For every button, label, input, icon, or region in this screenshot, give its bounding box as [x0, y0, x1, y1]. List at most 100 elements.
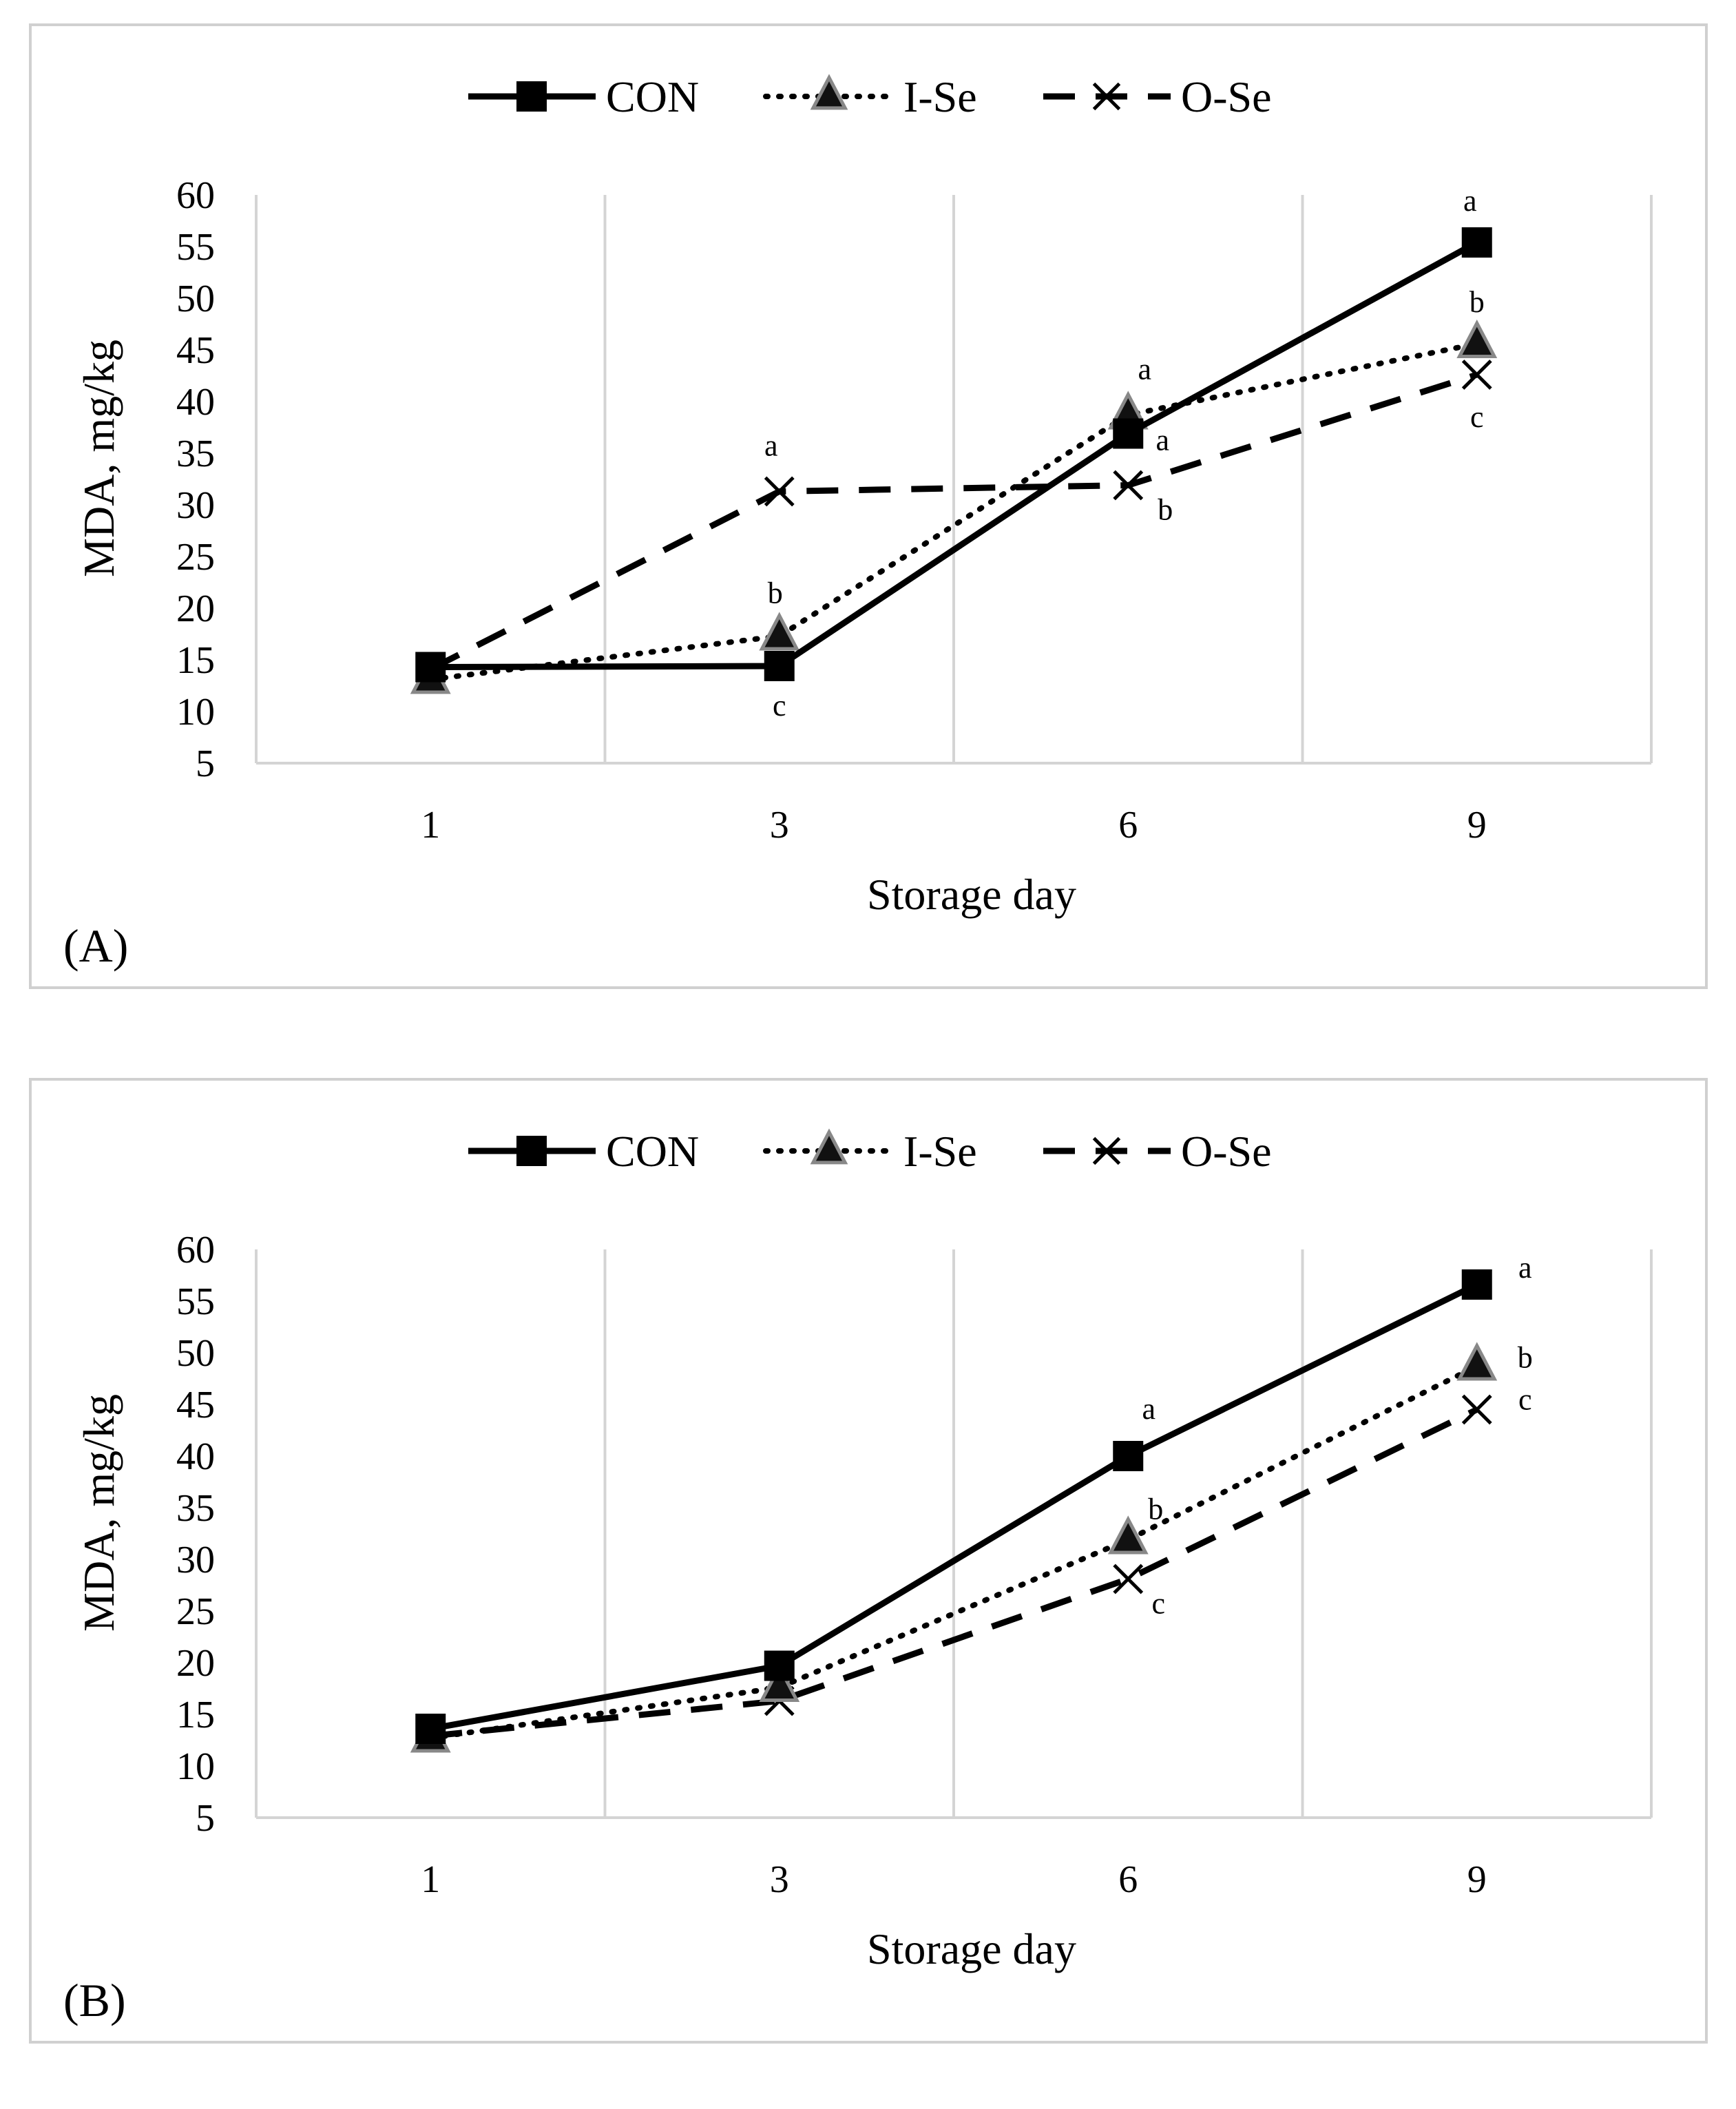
- legend-entry-i-se: I-Se: [763, 72, 977, 121]
- y-tick-label: 45: [176, 329, 215, 372]
- x-tick-label: 1: [421, 804, 440, 846]
- y-tick-label: 30: [176, 1539, 215, 1581]
- x-tick-label: 1: [421, 1858, 440, 1901]
- y-tick-label: 40: [176, 1435, 215, 1478]
- data-point-o-se: [1461, 1394, 1492, 1425]
- significance-letter: c: [1151, 1587, 1165, 1621]
- x-marker-stroke-2: [1461, 360, 1492, 390]
- data-point-con: [1461, 1269, 1492, 1300]
- x-tick-label: 3: [770, 804, 789, 846]
- data-point-con: [1461, 227, 1492, 258]
- data-point-i-se: [759, 612, 800, 651]
- x-icon: [1092, 82, 1121, 111]
- y-tick-label: 20: [176, 1642, 215, 1685]
- significance-letter: b: [768, 576, 783, 610]
- y-tick-label: 60: [176, 174, 215, 217]
- y-tick-label: 5: [196, 742, 215, 785]
- significance-letter: b: [1148, 1493, 1163, 1526]
- x-marker-stroke-2: [1092, 1136, 1121, 1165]
- legend-entry-con: CON: [468, 1127, 699, 1176]
- y-tick-label: 30: [176, 484, 215, 527]
- y-tick-label: 50: [176, 1332, 215, 1375]
- square-icon: [516, 1136, 547, 1166]
- legend-label: I-Se: [903, 72, 977, 121]
- chart-a-svg: 60 55 50 45 40 35 30 25 20 15 10 5 1 3 6 9 Storage day MD…: [29, 23, 1708, 989]
- x-axis-title: Storage day: [867, 870, 1076, 919]
- significance-letter: a: [1138, 353, 1151, 386]
- series-line-con: [430, 240, 1478, 670]
- x-marker-stroke-2: [1461, 1394, 1492, 1425]
- chart-panel-b: 60 55 50 45 40 35 30 25 20 15 10 5 1 3 6 9 Storage day MD…: [0, 1054, 1736, 2109]
- square-icon: [516, 81, 547, 112]
- legend-entry-o-se: O-Se: [1043, 72, 1272, 121]
- x-axis-title: Storage day: [867, 1924, 1076, 1973]
- legend: CON I-Se O-Se: [468, 1127, 1272, 1176]
- data-point-con: [1113, 418, 1144, 449]
- legend-label: CON: [606, 1127, 699, 1176]
- legend-label: I-Se: [903, 1127, 977, 1176]
- data-point-i-se: [759, 1663, 800, 1702]
- x-icon: [1092, 1136, 1121, 1165]
- y-tick-label: 15: [176, 1694, 215, 1736]
- series-line-o-se: [430, 1406, 1478, 1739]
- chart-frame: [29, 23, 1708, 989]
- legend-entry-o-se: O-Se: [1043, 1127, 1272, 1176]
- significance-letter: b: [1158, 493, 1173, 527]
- y-tick-label: 10: [176, 691, 215, 734]
- y-tick-label: 25: [176, 1590, 215, 1633]
- y-tick-label: 35: [176, 433, 215, 475]
- data-point-o-se: [764, 476, 795, 507]
- series-con: [415, 227, 1492, 683]
- legend-entry-i-se: I-Se: [763, 1127, 977, 1176]
- chart-panel-a: 60 55 50 45 40 35 30 25 20 15 10 5 1 3 6 9 Storage day MD…: [0, 0, 1736, 1054]
- data-point-i-se: [1456, 1342, 1498, 1381]
- y-tick-label: 50: [176, 278, 215, 320]
- significance-letter: a: [1463, 184, 1477, 218]
- y-tick-label: 15: [176, 639, 215, 682]
- y-tick-label: 10: [176, 1745, 215, 1788]
- chart-b-svg: 60 55 50 45 40 35 30 25 20 15 10 5 1 3 6 9 Storage day MD…: [29, 1078, 1708, 2044]
- significance-letter: a: [764, 429, 778, 463]
- data-point-i-se: [1456, 319, 1498, 358]
- y-tick-label: 60: [176, 1229, 215, 1271]
- data-point-con: [415, 1714, 446, 1744]
- data-point-con: [764, 651, 795, 681]
- x-tick-label: 6: [1118, 1858, 1138, 1901]
- y-axis-title: MDA, mg/kg: [74, 1394, 123, 1632]
- panel-label: (A): [63, 920, 128, 972]
- series-line-con: [430, 1281, 1478, 1732]
- legend: CON I-Se O-Se: [468, 72, 1272, 121]
- data-point-o-se: [1113, 1563, 1144, 1594]
- legend-label: O-Se: [1181, 1127, 1272, 1176]
- significance-letter: c: [1470, 400, 1484, 434]
- panel-label: (B): [63, 1974, 126, 2026]
- data-point-con: [415, 652, 446, 683]
- chart-frame: [29, 1078, 1708, 2044]
- significance-letter: b: [1518, 1341, 1533, 1375]
- x-tick-label: 9: [1467, 1858, 1487, 1901]
- significance-letter: c: [1518, 1383, 1532, 1417]
- y-tick-label: 45: [176, 1384, 215, 1426]
- significance-letter: c: [773, 689, 786, 723]
- y-tick-label: 5: [196, 1797, 215, 1840]
- x-tick-label: 9: [1467, 804, 1487, 846]
- legend-label: O-Se: [1181, 72, 1272, 121]
- y-tick-label: 55: [176, 1280, 215, 1323]
- x-marker-stroke-2: [764, 476, 795, 507]
- x-tick-label: 3: [770, 1858, 789, 1901]
- triangle-icon: [810, 1128, 848, 1165]
- y-tick-label: 20: [176, 588, 215, 630]
- data-point-con: [1113, 1441, 1144, 1471]
- significance-letter: a: [1518, 1251, 1532, 1285]
- x-marker-stroke-2: [1092, 82, 1121, 111]
- x-marker-stroke-2: [1113, 470, 1144, 501]
- y-tick-label: 35: [176, 1487, 215, 1530]
- significance-letter: a: [1155, 424, 1169, 457]
- legend-entry-con: CON: [468, 72, 699, 121]
- significance-letter: a: [1142, 1392, 1155, 1426]
- y-tick-label: 25: [176, 536, 215, 579]
- legend-label: CON: [606, 72, 699, 121]
- x-tick-label: 6: [1118, 804, 1138, 846]
- significance-letter: b: [1470, 285, 1485, 319]
- data-point-o-se: [1113, 470, 1144, 501]
